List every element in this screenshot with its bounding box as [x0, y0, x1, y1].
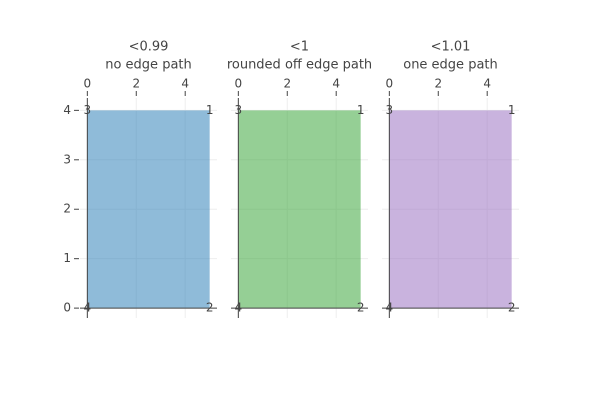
y-tick-label: 3: [63, 152, 71, 166]
subplot-title: <1.01: [431, 40, 471, 55]
y-tick-label: 4: [63, 103, 71, 117]
x-tick-label: 0: [84, 77, 92, 91]
point-label: 1: [508, 103, 516, 117]
y-tick-label: 0: [63, 301, 71, 315]
point-label: 1: [357, 103, 365, 117]
subplot-subtitle: one edge path: [403, 58, 498, 73]
area: [238, 110, 361, 309]
x-tick-label: 0: [386, 77, 394, 91]
area: [87, 110, 210, 309]
x-tick-label: 2: [283, 77, 291, 91]
x-tick-label: 4: [483, 77, 491, 91]
y-tick-label: 1: [63, 251, 71, 265]
subplot-subtitle: rounded off edge path: [227, 58, 372, 73]
subplot-title: <1: [290, 40, 309, 55]
y-tick-label: 2: [63, 202, 71, 216]
area: [389, 110, 512, 309]
x-tick-label: 2: [132, 77, 140, 91]
x-tick-label: 2: [434, 77, 442, 91]
x-tick-label: 0: [235, 77, 243, 91]
x-tick-label: 4: [181, 77, 189, 91]
x-tick-label: 4: [332, 77, 340, 91]
point-label: 1: [206, 103, 214, 117]
subplot-title: <0.99: [129, 40, 169, 55]
subplot-subtitle: no edge path: [105, 58, 192, 73]
